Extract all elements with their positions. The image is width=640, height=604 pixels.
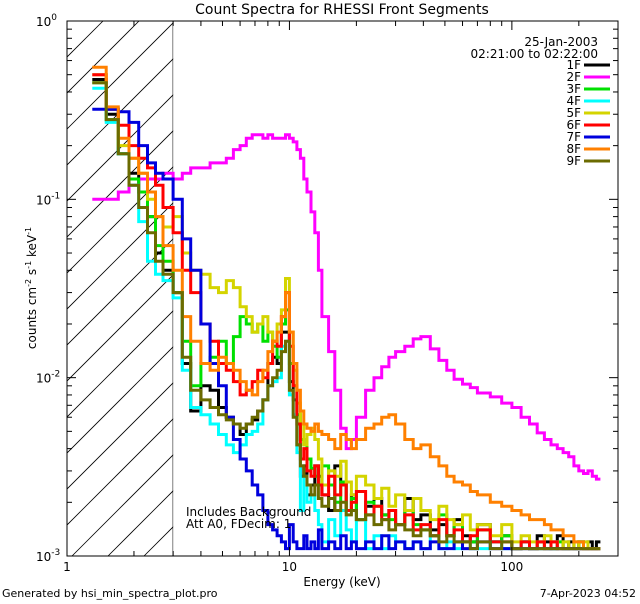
y-tick-label: 10-1 (36, 191, 60, 207)
hatch-line (67, 238, 174, 346)
legend-label-5f: 5F (566, 106, 581, 120)
y-axis-label-part: counts cm (25, 287, 39, 349)
hatch-line (67, 58, 174, 166)
generated-by-label: Generated by hsi_min_spectra_plot.pro (2, 587, 218, 600)
generated-date-label: 7-Apr-2023 04:52 (540, 587, 636, 600)
y-tick-label: 10-2 (36, 370, 60, 386)
y-tick-label: 100 (36, 13, 57, 29)
x-axis-label: Energy (keV) (303, 575, 380, 589)
svg-text:counts cm-2 s-1 keV-1: counts cm-2 s-1 keV-1 (24, 227, 39, 349)
y-tick-exp: -1 (51, 191, 60, 201)
y-axis-label-exp: -2 (24, 279, 33, 287)
y-axis-label-part: keV (25, 234, 39, 261)
y-tick-base: 10 (36, 550, 51, 564)
x-tick-label: 100 (500, 560, 523, 574)
y-tick-exp: 0 (51, 13, 57, 23)
legend-label-3f: 3F (566, 82, 581, 96)
legend-label-6f: 6F (566, 118, 581, 132)
hatch-line (67, 418, 174, 526)
legend-label-7f: 7F (566, 130, 581, 144)
chart-title: Count Spectra for RHESSI Front Segments (195, 2, 489, 18)
y-tick-label: 10-3 (36, 548, 60, 564)
legend-label-1f: 1F (566, 58, 581, 72)
y-axis-label-exp: -1 (24, 227, 33, 235)
background-note: Includes Background (186, 505, 311, 519)
hatch-line (67, 274, 174, 382)
hatch-line (71, 454, 174, 556)
y-tick-exp: -3 (51, 548, 60, 558)
hatch-line (67, 382, 174, 490)
attenuator-note: Att A0, FDecim: 1 (186, 517, 291, 531)
hatch-line (67, 310, 174, 418)
hatch-line (67, 202, 174, 310)
legend-label-2f: 2F (566, 70, 581, 84)
hatched-region (67, 21, 174, 556)
hatch-line (107, 490, 174, 556)
hatch-line (67, 346, 174, 454)
y-axis-label-part: s (25, 269, 39, 279)
series-layer (92, 65, 601, 551)
series-line-8f (92, 65, 601, 551)
y-tick-base: 10 (36, 15, 51, 29)
hatch-line (67, 22, 174, 130)
y-axis-label-exp: -1 (24, 261, 33, 269)
series-line-2f (92, 133, 601, 481)
legend-label-8f: 8F (566, 142, 581, 156)
x-tick-label: 10 (282, 560, 297, 574)
y-tick-base: 10 (36, 193, 51, 207)
plot-frame (66, 20, 619, 557)
legend-label-9f: 9F (566, 154, 581, 168)
hatch-line (67, 94, 174, 202)
series-line-5f (92, 73, 601, 551)
hatch-line (67, 21, 140, 94)
time-range-label: 02:21:00 to 02:22:00 (471, 47, 598, 61)
y-tick-exp: -2 (51, 370, 60, 380)
date-label: 25-Jan-2003 (524, 35, 598, 49)
series-line-9f (92, 81, 601, 551)
y-tick-base: 10 (36, 372, 51, 386)
legend-label-4f: 4F (566, 94, 581, 108)
y-axis-label: counts cm-2 s-1 keV-1 (24, 227, 39, 349)
x-tick-label: 1 (63, 560, 71, 574)
